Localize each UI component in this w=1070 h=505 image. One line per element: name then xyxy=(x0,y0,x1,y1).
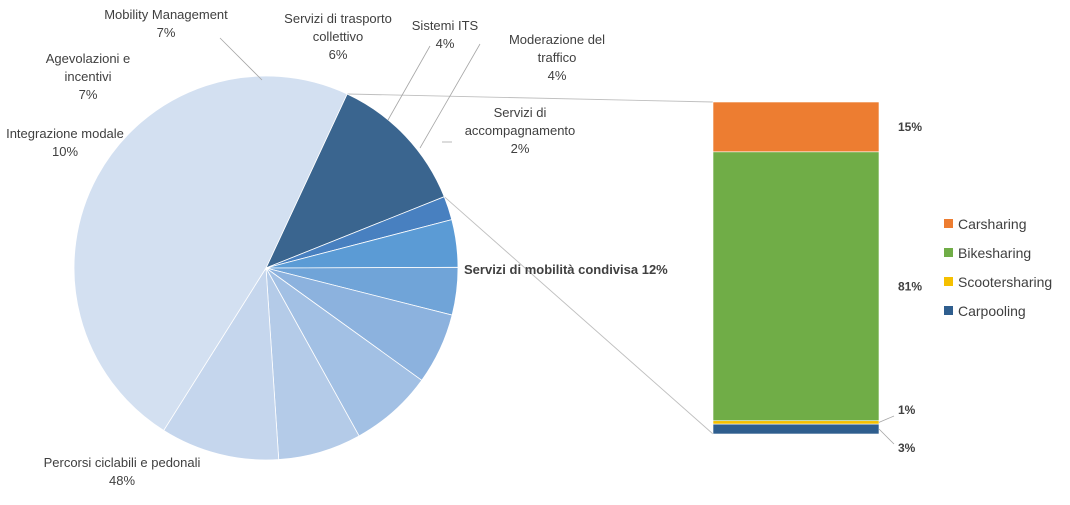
bar-segment-bikesharing xyxy=(712,151,880,422)
legend-swatch-carsharing xyxy=(944,219,953,228)
bar-segment-scootersharing xyxy=(712,420,880,425)
pie-label-servizi-di-mobilita-condivisa: Servizi di mobilità condivisa 12% xyxy=(464,262,668,277)
legend-label-carpooling: Carpooling xyxy=(958,303,1026,319)
bar-label-scootersharing: 1% xyxy=(898,403,916,417)
pie-label-moderazione-del-traffico: Moderazione del traffico 4% xyxy=(509,32,605,83)
bar-segment-carpooling xyxy=(712,423,880,435)
pie-slice-percorsi-ciclabili-e-pedonali xyxy=(73,75,348,432)
pie-slice-integrazione-modale xyxy=(163,266,280,461)
bar-segment-carsharing xyxy=(712,101,880,153)
stacked-bar xyxy=(712,101,880,435)
pie-labels: Servizi di mobilità condivisa 12% Servizi… xyxy=(6,7,668,488)
legend-swatch-bikesharing xyxy=(944,248,953,257)
connector-top xyxy=(347,93,714,103)
pie-slices xyxy=(73,75,459,461)
pie-label-percorsi-ciclabili-e-pedonali: Percorsi ciclabili e pedonali 48% xyxy=(44,455,201,488)
legend: Carsharing Bikesharing Scootersharing Carpo… xyxy=(944,216,1052,319)
bar-label-bikesharing: 81% xyxy=(898,279,922,293)
pie-label-agevolazioni-e-incentivi: Agevolazioni e incentivi 7% xyxy=(46,51,131,102)
legend-label-bikesharing: Bikesharing xyxy=(958,245,1031,261)
leader-line-moderazione-del-traffico xyxy=(419,43,481,149)
bar-label-carpooling: 3% xyxy=(898,441,916,455)
legend-swatch-carpooling xyxy=(944,306,953,315)
pie-label-sistemi-its: Sistemi ITS 4% xyxy=(412,18,479,51)
bar-label-carsharing: 15% xyxy=(898,120,922,134)
pie-label-servizi-di-accompagnamento: Servizi di accompagnamento 2% xyxy=(465,105,576,156)
legend-label-scootersharing: Scootersharing xyxy=(958,274,1052,290)
legend-swatch-scootersharing xyxy=(944,277,953,286)
leader-line-sistemi-its xyxy=(387,45,431,121)
bar-labels: 3% 1% 81% 15% xyxy=(878,120,922,455)
pie-label-mobility-management: Mobility Management 7% xyxy=(104,7,228,40)
pie-label-servizi-di-trasporto-collettivo: Servizi di trasporto collettivo 6% xyxy=(284,11,392,62)
pie-label-integrazione-modale: Integrazione modale 10% xyxy=(6,126,124,159)
bar-leader-carpooling xyxy=(878,428,895,445)
connector-lines xyxy=(347,93,714,435)
leader-line-mobility-management xyxy=(219,37,263,81)
legend-label-carsharing: Carsharing xyxy=(958,216,1026,232)
pie-slice-servizi-di-mobilita-condivisa xyxy=(265,93,445,269)
connector-bottom xyxy=(443,196,714,435)
bar-leader-scootersharing xyxy=(878,415,895,423)
